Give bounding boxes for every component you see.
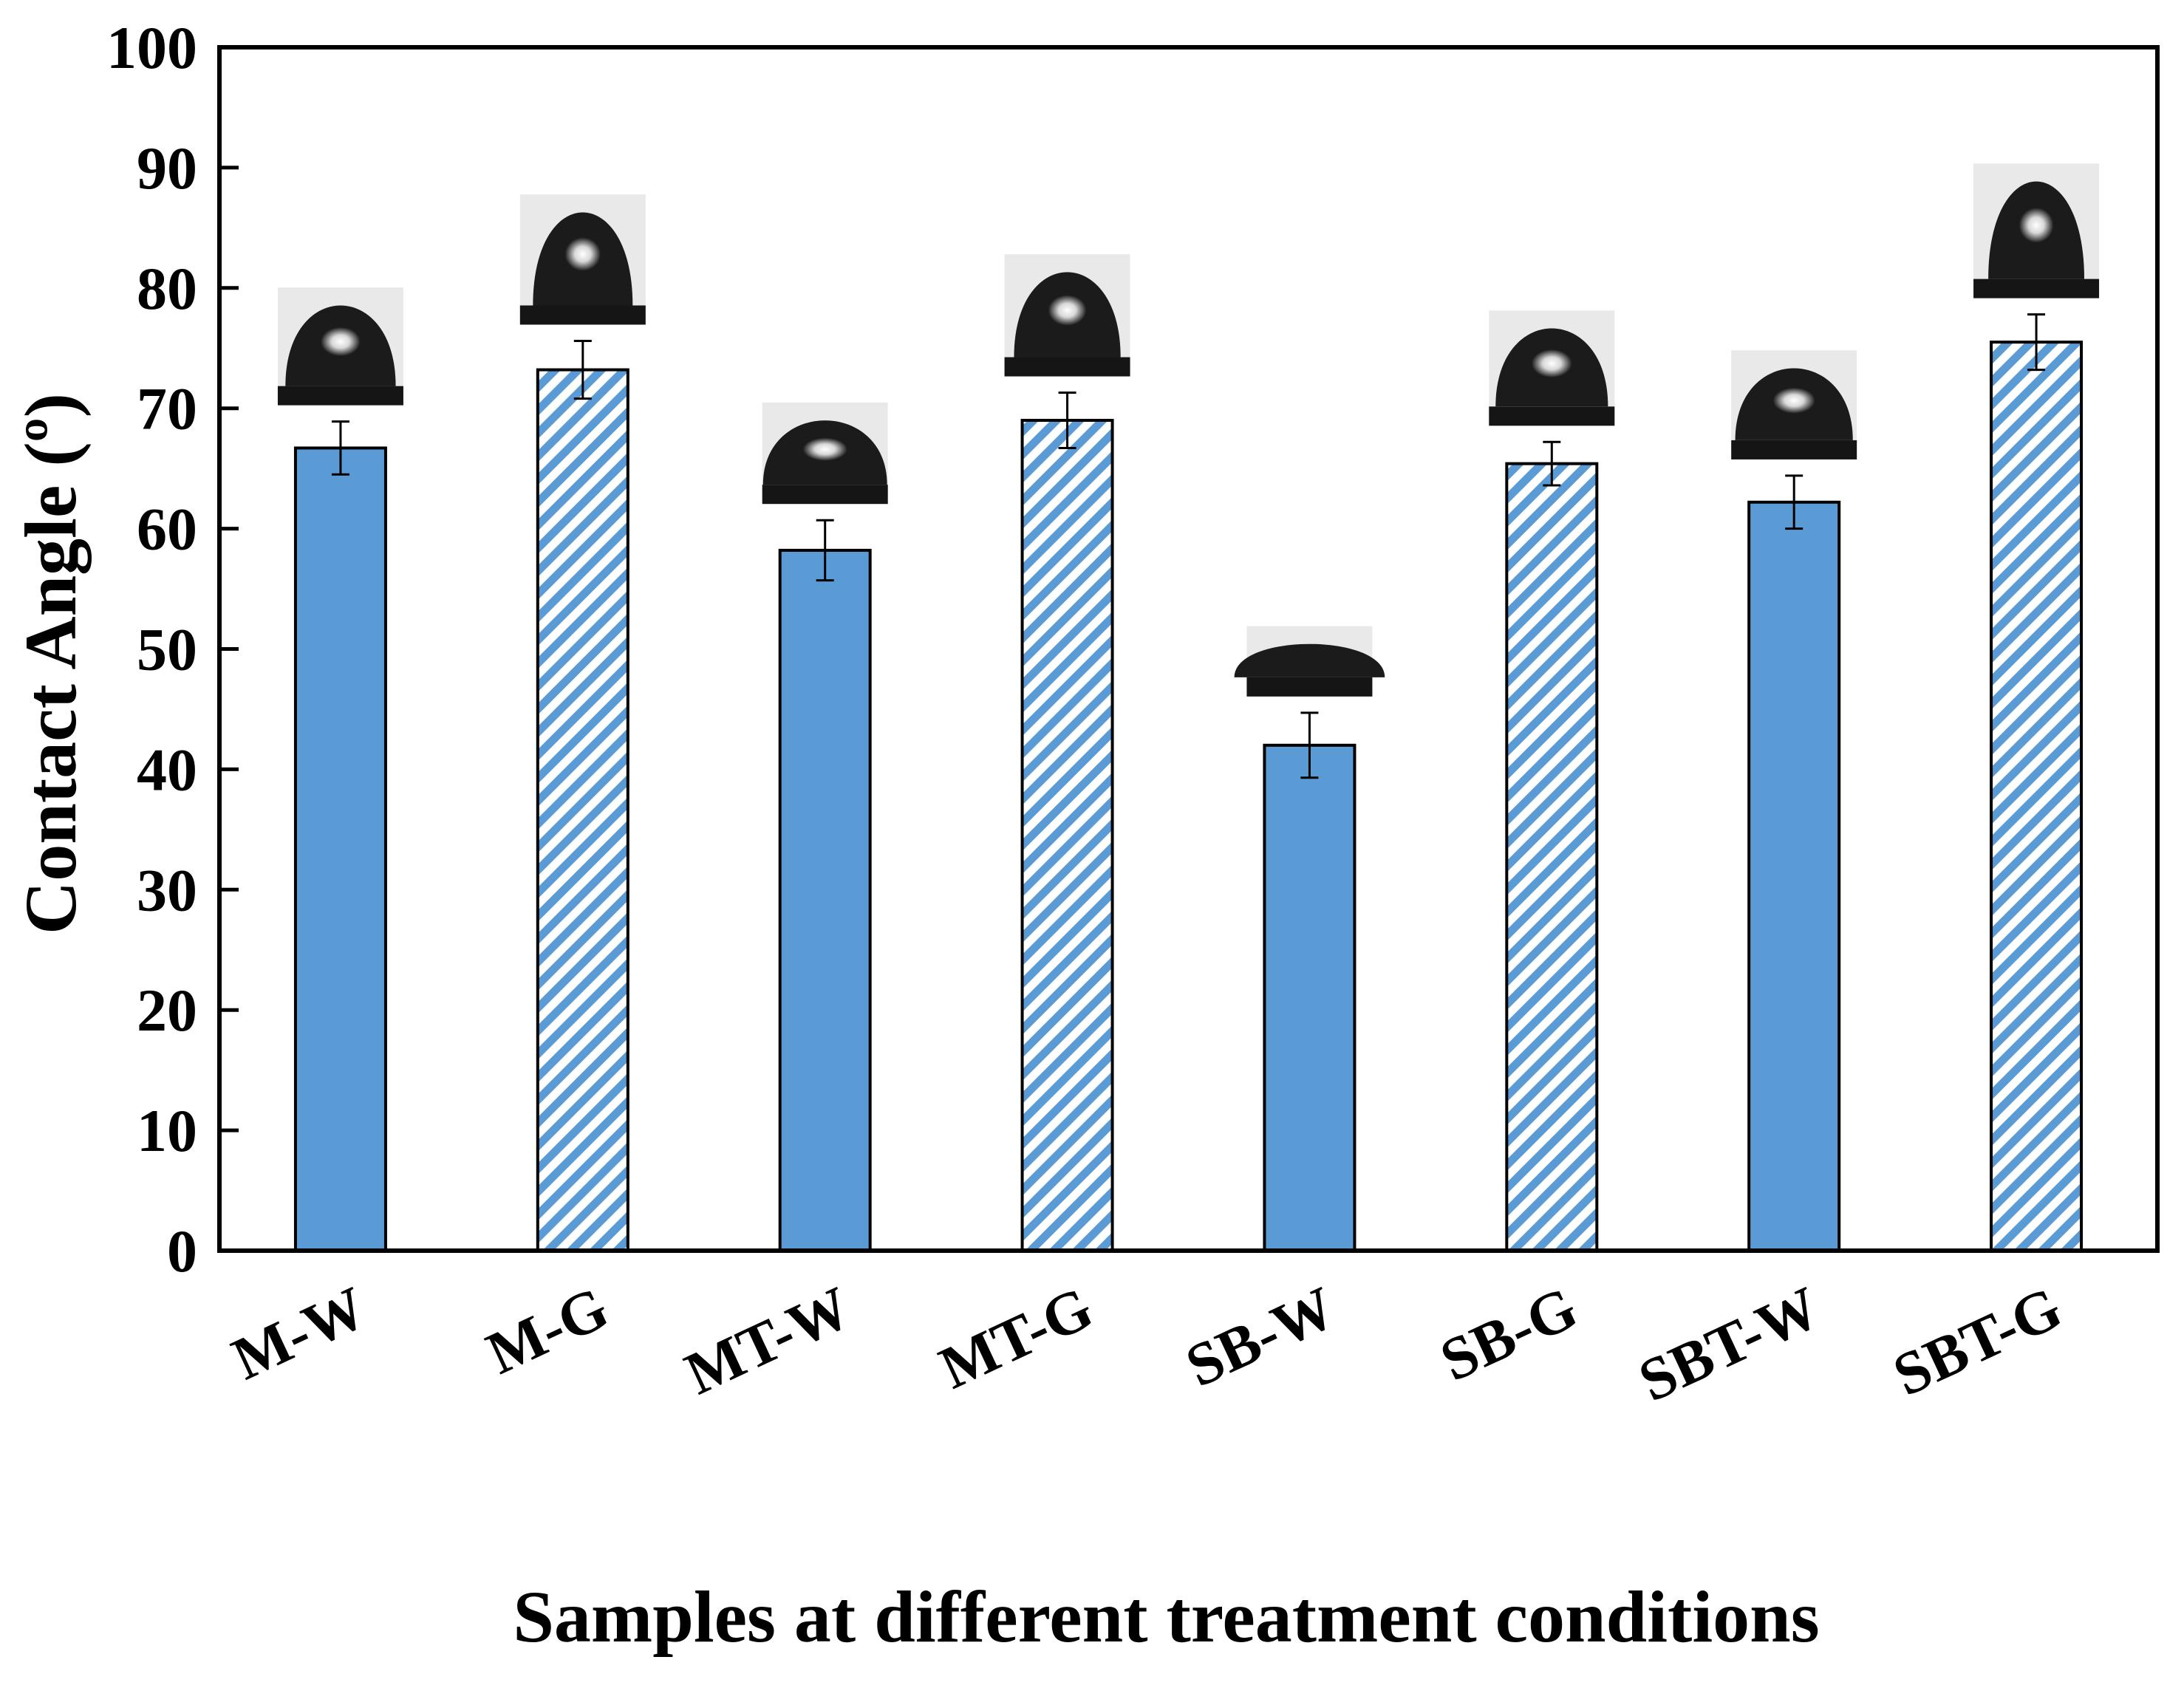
droplet-image-sbt-w bbox=[1731, 350, 1857, 459]
y-tick-label: 0 bbox=[167, 1217, 197, 1285]
x-tick-label: MT-W bbox=[675, 1274, 860, 1407]
error-bar-m-w bbox=[331, 420, 349, 476]
y-axis-title: Contact Angle (º) bbox=[10, 393, 92, 934]
x-tick-label: M-W bbox=[222, 1274, 376, 1393]
y-tick-label: 10 bbox=[137, 1097, 197, 1164]
x-tick-label: M-G bbox=[477, 1274, 618, 1387]
y-tick-label: 20 bbox=[137, 977, 197, 1044]
droplet-highlight bbox=[564, 237, 601, 271]
x-tick-label: SB-G bbox=[1430, 1274, 1587, 1394]
y-tick-label: 40 bbox=[137, 736, 197, 803]
substrate bbox=[762, 485, 888, 505]
substrate bbox=[1004, 357, 1130, 377]
droplet-image-mt-g bbox=[1004, 254, 1130, 377]
substrate bbox=[519, 305, 646, 325]
droplet-image-sbt-g bbox=[1973, 163, 2100, 298]
droplet-highlight bbox=[802, 437, 847, 461]
bar-sbt-w bbox=[1747, 500, 1841, 1252]
x-tick-label: MT-G bbox=[929, 1274, 1102, 1402]
error-bar-mt-w bbox=[816, 519, 834, 582]
bar-m-w bbox=[293, 446, 387, 1252]
droplet-highlight bbox=[1048, 295, 1087, 326]
bar-m-g bbox=[536, 368, 629, 1252]
x-tick-label: SB-W bbox=[1176, 1274, 1345, 1400]
substrate bbox=[1731, 440, 1857, 459]
droplet-highlight bbox=[1531, 349, 1572, 378]
droplet-image-sb-w bbox=[1234, 626, 1385, 697]
droplet-image-sb-g bbox=[1489, 310, 1615, 426]
y-tick-label: 100 bbox=[106, 14, 197, 81]
substrate bbox=[1973, 279, 2100, 298]
y-tick-label: 70 bbox=[137, 375, 197, 442]
droplet-highlight bbox=[321, 327, 361, 357]
error-bar-sb-w bbox=[1300, 711, 1319, 779]
x-axis-title: Samples at different treatment condition… bbox=[513, 1576, 1819, 1658]
error-bar-sbt-w bbox=[1785, 474, 1803, 530]
y-tick-label: 90 bbox=[137, 134, 197, 202]
y-tick-label: 60 bbox=[137, 496, 197, 563]
substrate bbox=[1246, 677, 1373, 697]
droplet-image-mt-w bbox=[762, 402, 888, 505]
bar-sbt-g bbox=[1990, 341, 2084, 1253]
y-tick-label: 80 bbox=[137, 255, 197, 322]
bar-sb-w bbox=[1263, 743, 1357, 1252]
droplet bbox=[1234, 643, 1385, 677]
y-tick-label: 50 bbox=[137, 616, 197, 683]
bar-mt-w bbox=[778, 548, 872, 1252]
substrate bbox=[1489, 406, 1615, 426]
plot-frame bbox=[217, 45, 2160, 1253]
bar-mt-g bbox=[1020, 418, 1114, 1252]
error-bar-sbt-g bbox=[2027, 313, 2046, 372]
y-tick-label: 30 bbox=[137, 856, 197, 923]
x-tick-label: SBT-W bbox=[1629, 1274, 1829, 1415]
substrate bbox=[277, 386, 403, 406]
droplet-image-m-w bbox=[277, 287, 403, 406]
droplet-highlight bbox=[1772, 387, 1815, 414]
error-bar-m-g bbox=[573, 339, 592, 400]
droplet-highlight bbox=[2019, 208, 2054, 243]
bar-sb-g bbox=[1505, 462, 1599, 1252]
x-tick-label: SBT-G bbox=[1883, 1274, 2072, 1409]
error-bar-sb-g bbox=[1543, 440, 1561, 487]
droplet-image-m-g bbox=[519, 194, 646, 325]
error-bar-mt-g bbox=[1058, 392, 1076, 449]
